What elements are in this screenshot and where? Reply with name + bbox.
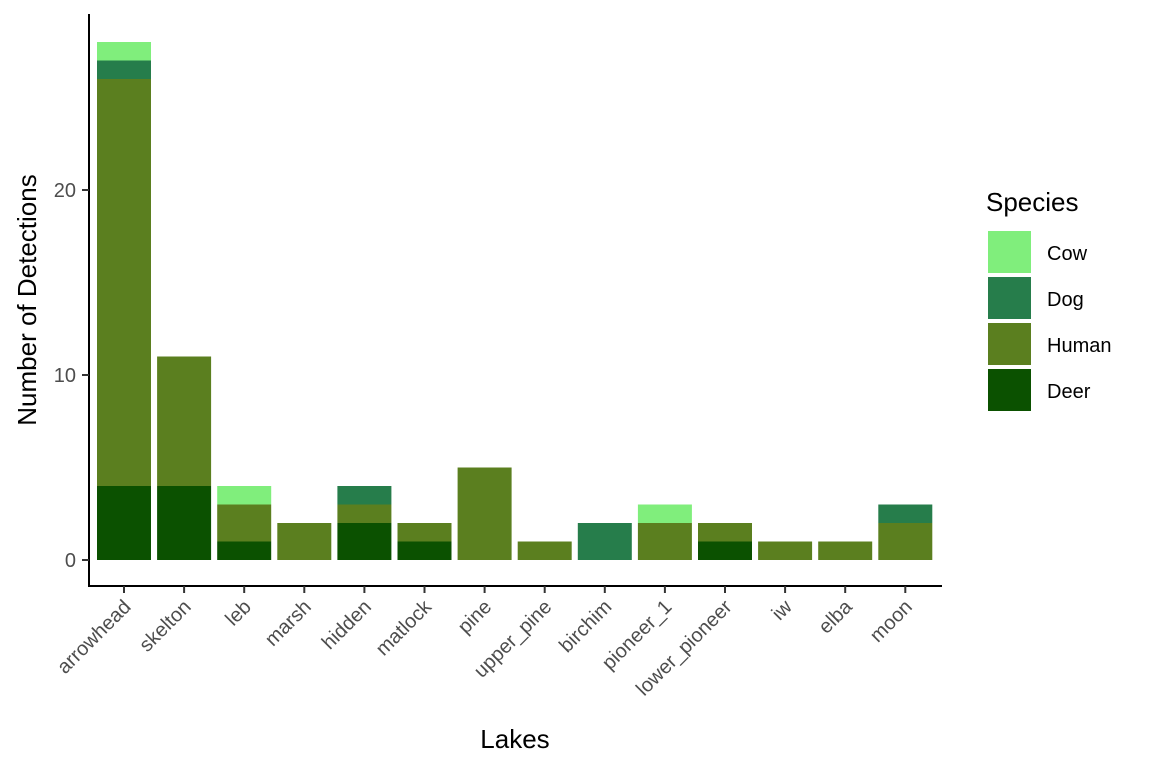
bar-birchim-dog (577, 523, 632, 560)
bar-marsh-human (277, 523, 332, 560)
y-tick-label: 20 (54, 180, 76, 202)
bar-pioneer_1-human (637, 523, 692, 560)
bar-moon-human (878, 523, 933, 560)
bar-skelton-deer (157, 486, 212, 560)
legend-title: Species (986, 187, 1079, 217)
bar-moon-dog (878, 504, 933, 523)
x-tick-label-leb: leb (221, 596, 255, 630)
bar-leb-deer (217, 541, 272, 560)
y-ticks: 0 10 20 (54, 180, 89, 572)
x-tick-label-pine: pine (454, 596, 496, 638)
bars-layer (97, 42, 933, 560)
bar-iw-human (758, 541, 813, 560)
x-tick-label-matlock: matlock (372, 595, 437, 660)
bar-upper_pine-human (517, 541, 572, 560)
axes-layer (88, 14, 942, 587)
bar-hidden-dog (337, 486, 392, 505)
x-axis-title: Lakes (480, 724, 549, 754)
bar-lower_pioneer-deer (698, 541, 752, 560)
bar-matlock-deer (397, 541, 452, 560)
bar-pioneer_1-cow (637, 504, 692, 523)
x-tick-label-birchim: birchim (555, 596, 616, 657)
bar-hidden-human (337, 504, 392, 523)
x-tick-label-hidden: hidden (318, 596, 376, 654)
bar-hidden-deer (337, 523, 392, 560)
x-tick-label-moon: moon (866, 596, 917, 647)
x-tick-label-elba: elba (814, 595, 857, 638)
bar-skelton-human (157, 356, 212, 486)
legend: Species Cow Dog Human Deer (986, 187, 1111, 411)
legend-swatch-human (988, 323, 1031, 365)
bar-leb-cow (217, 486, 272, 505)
x-tick-label-marsh: marsh (261, 596, 316, 651)
bar-arrowhead-deer (97, 486, 151, 560)
legend-swatch-deer (988, 369, 1031, 411)
bar-arrowhead-dog (97, 60, 151, 79)
y-axis-title: Number of Detections (12, 174, 42, 425)
bar-arrowhead-cow (97, 42, 151, 61)
bar-matlock-human (397, 523, 452, 542)
y-tick-label: 0 (65, 550, 76, 572)
y-tick-label: 10 (54, 365, 76, 387)
bar-lower_pioneer-human (698, 523, 752, 542)
legend-label-human: Human (1047, 335, 1111, 357)
legend-swatch-dog (988, 277, 1031, 319)
legend-label-cow: Cow (1047, 243, 1088, 265)
x-tick-label-arrowhead: arrowhead (53, 596, 135, 678)
legend-label-deer: Deer (1047, 381, 1091, 403)
legend-label-dog: Dog (1047, 289, 1084, 311)
x-tick-label-skelton: skelton (135, 596, 195, 656)
bar-arrowhead-human (97, 79, 151, 486)
bar-pine-human (457, 467, 512, 560)
bar-elba-human (818, 541, 873, 560)
legend-swatch-cow (988, 231, 1031, 273)
x-tick-label-iw: iw (768, 596, 797, 625)
bar-leb-human (217, 504, 272, 542)
